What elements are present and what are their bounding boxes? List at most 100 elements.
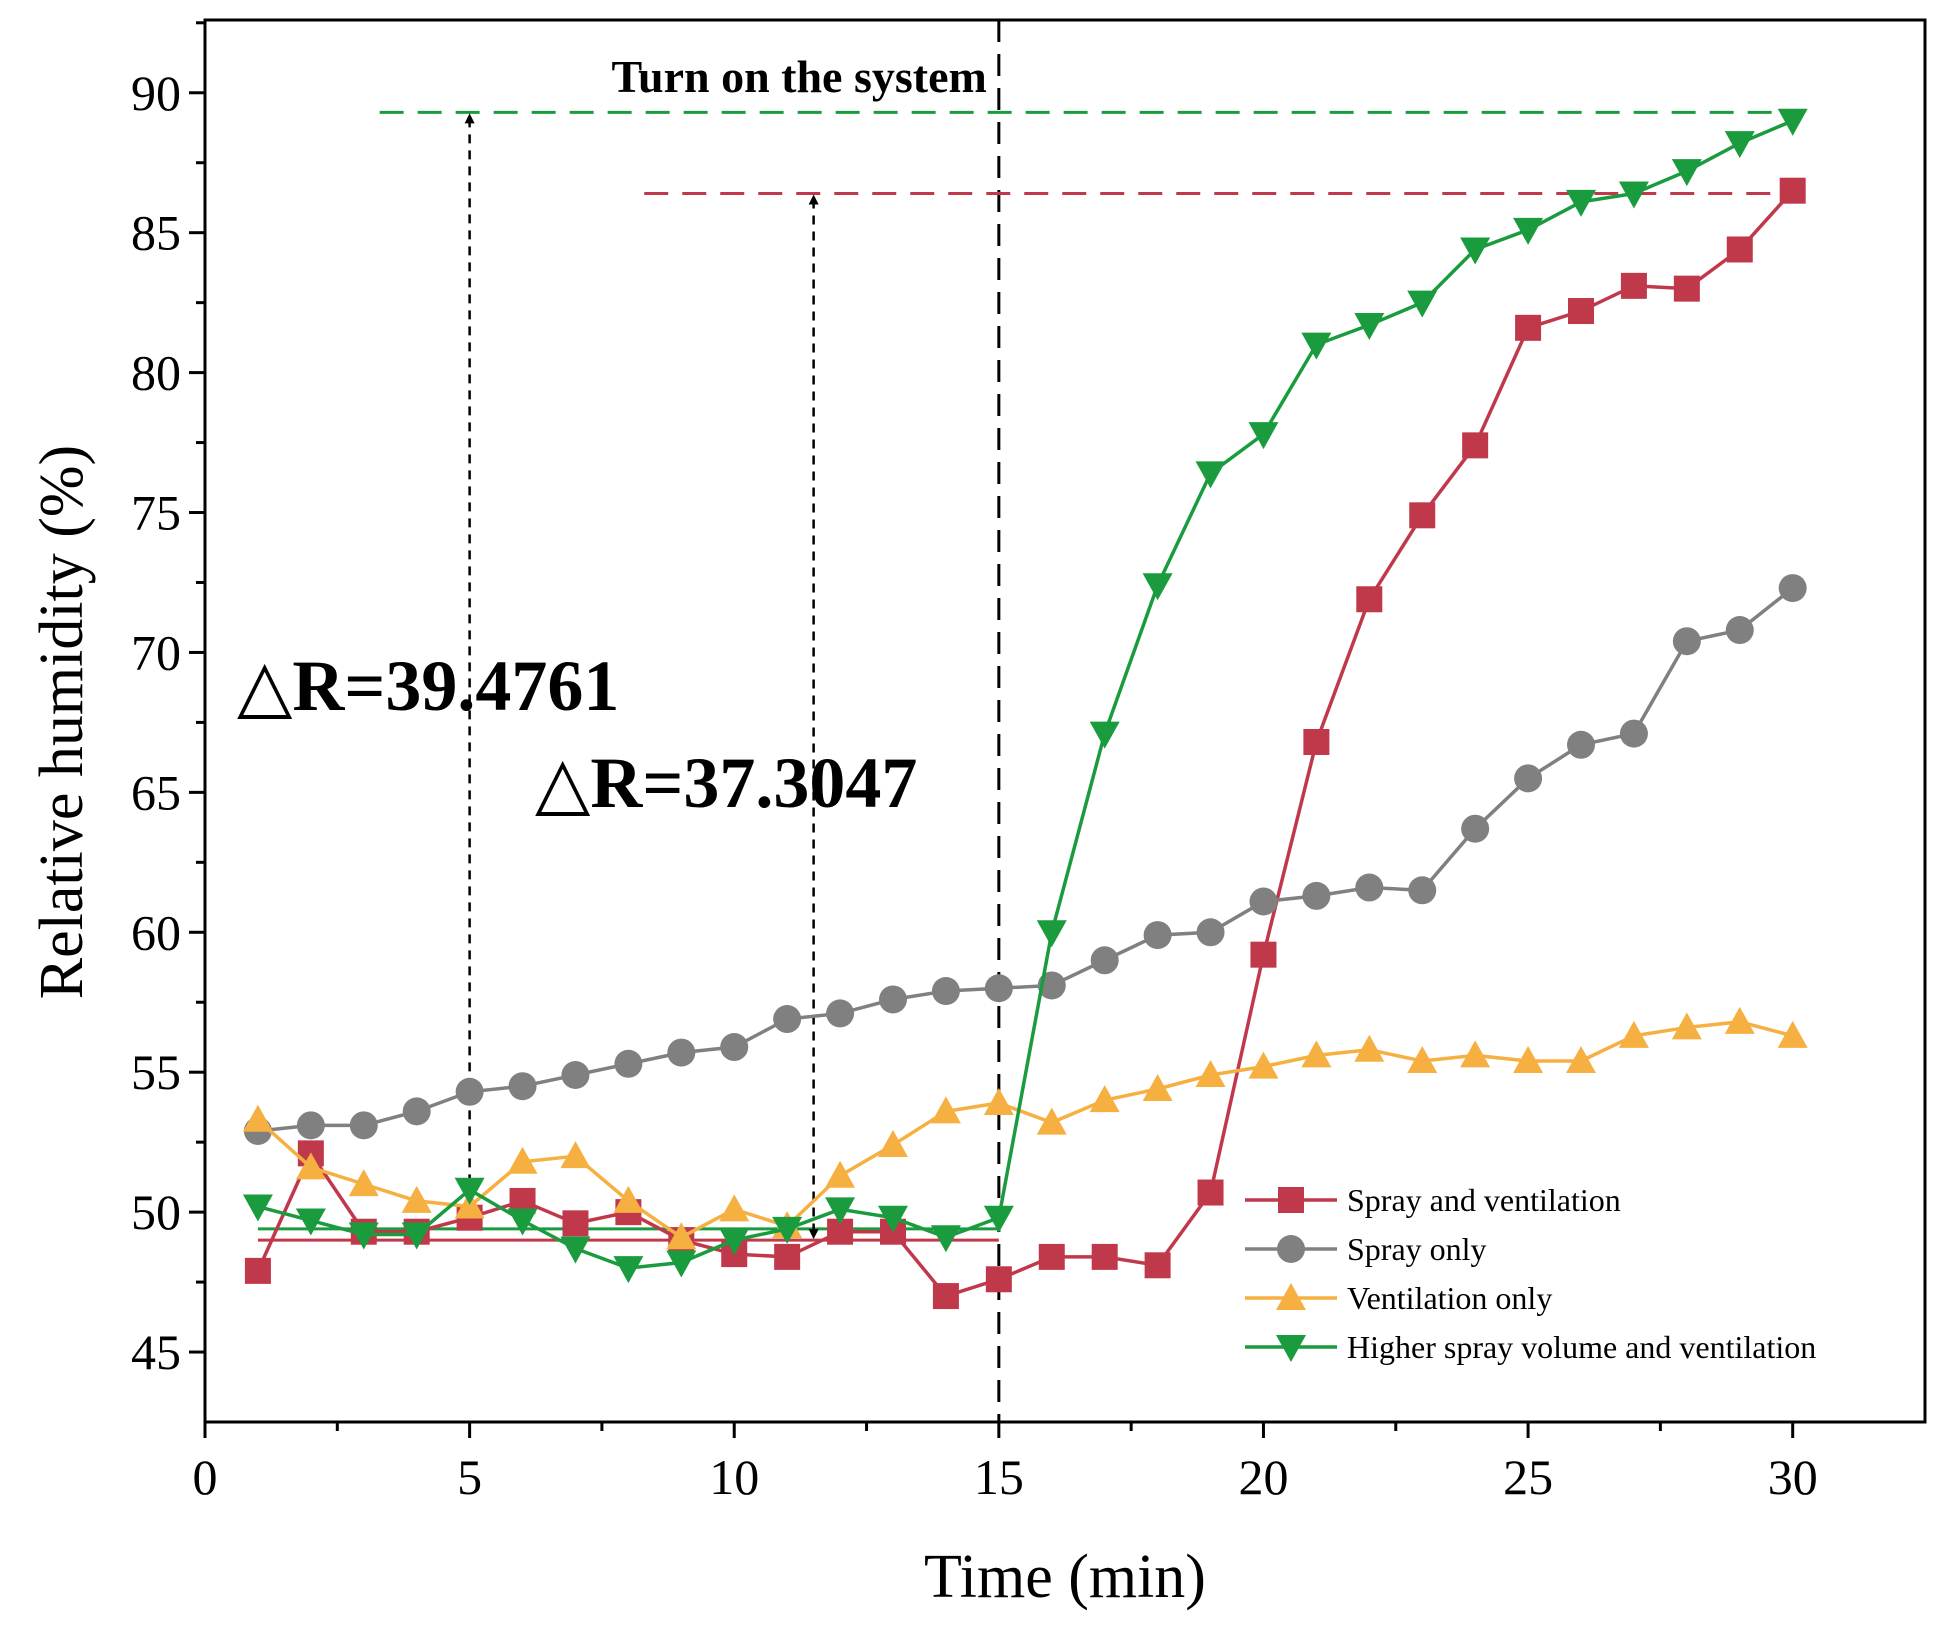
- data-point: [1461, 814, 1490, 843]
- data-point: [1407, 1046, 1438, 1074]
- data-point: [242, 1104, 273, 1132]
- legend-marker: [1276, 1335, 1306, 1362]
- data-point: [1301, 332, 1332, 360]
- data-point: [984, 974, 1013, 1003]
- data-point: [930, 1225, 961, 1253]
- data-point: [878, 1205, 908, 1233]
- data-point: [719, 1228, 750, 1256]
- data-point: [1303, 728, 1330, 755]
- data-point: [930, 1096, 961, 1124]
- data-point: [455, 1077, 484, 1106]
- data-point: [401, 1185, 432, 1213]
- data-point: [1090, 946, 1119, 975]
- data-point: [1143, 921, 1172, 950]
- data-point: [1724, 1006, 1755, 1034]
- data-point: [719, 1194, 750, 1222]
- data-point: [1355, 873, 1384, 902]
- data-point: [1197, 1179, 1224, 1206]
- data-point: [666, 1222, 697, 1250]
- data-point: [507, 1208, 538, 1236]
- data-point: [1671, 1012, 1702, 1040]
- data-point: [1195, 461, 1226, 489]
- data-point: [561, 1060, 590, 1089]
- x-tick-label: 30: [1768, 1449, 1818, 1505]
- data-point: [1725, 616, 1754, 645]
- data-point: [1196, 918, 1225, 947]
- data-point: [348, 1169, 379, 1197]
- data-point: [508, 1072, 537, 1101]
- data-point: [825, 1160, 856, 1188]
- data-point: [1620, 272, 1647, 299]
- data-point: [1568, 298, 1594, 325]
- x-tick-label: 5: [457, 1449, 482, 1505]
- data-point: [1036, 920, 1067, 948]
- data-point: [1618, 181, 1649, 209]
- data-point: [244, 1257, 271, 1284]
- data-point: [454, 1177, 485, 1205]
- series-2: [242, 1006, 1808, 1250]
- data-point: [1354, 313, 1385, 341]
- delta-red-label: △R=37.3047: [535, 743, 917, 823]
- data-point: [1513, 1046, 1544, 1074]
- data-point: [1354, 1034, 1385, 1062]
- legend-label: Spray and ventilation: [1347, 1182, 1621, 1218]
- data-point: [1038, 1243, 1065, 1270]
- data-point: [931, 977, 960, 1006]
- data-point: [1144, 1252, 1171, 1279]
- y-tick-label: 75: [131, 485, 181, 541]
- data-point: [560, 1141, 591, 1169]
- data-point: [773, 1005, 802, 1034]
- data-point: [1514, 764, 1543, 793]
- data-point: [1250, 941, 1277, 968]
- data-point: [454, 1191, 485, 1219]
- x-tick-label: 0: [193, 1449, 218, 1505]
- legend-label: Spray only: [1347, 1231, 1487, 1267]
- data-point: [825, 1197, 856, 1225]
- data-point: [932, 1283, 959, 1310]
- legend-item: Spray only: [1245, 1231, 1487, 1267]
- data-point: [1777, 1020, 1808, 1048]
- data-point: [295, 1208, 326, 1236]
- data-point: [1301, 1040, 1332, 1068]
- data-point: [1195, 1059, 1226, 1087]
- legend-marker: [1277, 1235, 1305, 1263]
- data-point: [1618, 1020, 1649, 1048]
- data-point: [1036, 1107, 1067, 1135]
- data-point: [1672, 627, 1701, 656]
- legend-marker: [1276, 1283, 1306, 1310]
- data-point: [242, 1194, 273, 1222]
- data-point: [613, 1185, 644, 1213]
- data-point: [826, 999, 855, 1028]
- data-point: [1091, 1243, 1118, 1270]
- data-point: [1726, 236, 1753, 263]
- data-point: [1142, 573, 1173, 601]
- data-point: [296, 1111, 325, 1140]
- legend-label: Higher spray volume and ventilation: [1347, 1329, 1816, 1365]
- data-point: [560, 1236, 591, 1264]
- data-point: [1513, 217, 1544, 245]
- data-point: [1619, 719, 1648, 748]
- data-point: [1089, 721, 1120, 749]
- legend-item: Higher spray volume and ventilation: [1245, 1329, 1816, 1365]
- data-point: [1779, 177, 1806, 204]
- y-axis-title: Relative humidity (%): [28, 445, 96, 999]
- data-point: [1248, 1051, 1279, 1079]
- data-point: [1409, 502, 1436, 529]
- data-point: [613, 1256, 644, 1284]
- data-point: [402, 1097, 431, 1126]
- data-point: [772, 1216, 803, 1244]
- x-tick-label: 10: [709, 1449, 759, 1505]
- data-point: [349, 1111, 378, 1140]
- x-tick-label: 25: [1503, 1449, 1553, 1505]
- data-point: [879, 985, 907, 1014]
- data-point: [1407, 290, 1438, 318]
- data-point: [562, 1210, 589, 1237]
- data-point: [1777, 108, 1808, 136]
- data-point: [774, 1243, 801, 1270]
- data-point: [1302, 881, 1331, 910]
- data-point: [1567, 730, 1595, 759]
- data-point: [1515, 314, 1542, 341]
- data-point: [1460, 1040, 1491, 1068]
- data-point: [295, 1152, 326, 1180]
